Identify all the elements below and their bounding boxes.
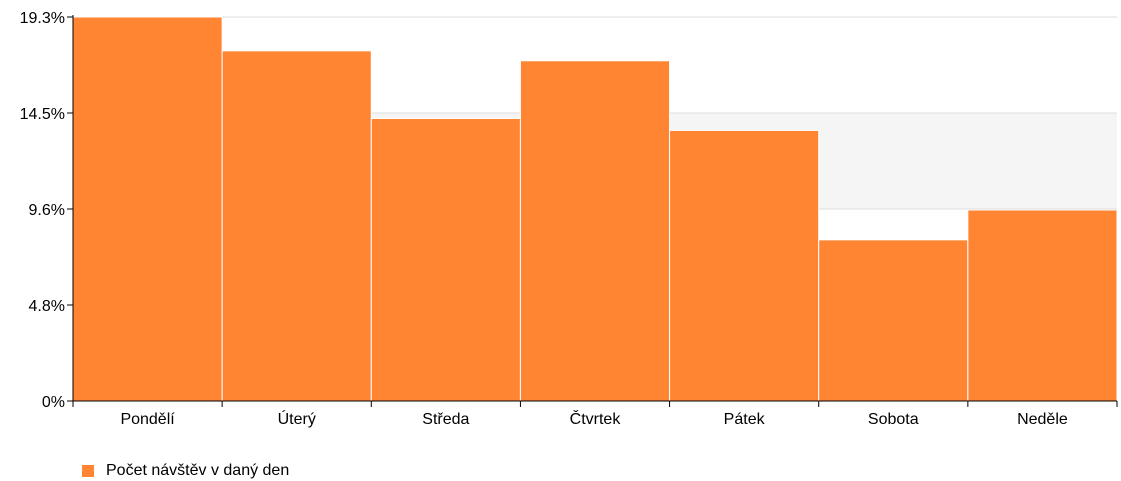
y-tick-label: 4.8% [29, 298, 65, 315]
bar-4 [519, 60, 671, 402]
y-tick-label: 0% [42, 394, 65, 411]
bar-2 [221, 50, 372, 402]
y-tick-label: 19.3% [20, 10, 65, 27]
bar-3 [370, 117, 521, 402]
bar-1 [72, 16, 223, 402]
axes [67, 15, 1118, 407]
bar-6 [818, 239, 969, 402]
x-tick-label: Neděle [1017, 411, 1068, 428]
bar-5 [669, 129, 820, 402]
legend: Počet návštěv v daný den [82, 461, 289, 481]
tick-labels: 0% 4.8% 9.6% 14.5% 19.3% Pondělí Úterý Středa Čt… [20, 10, 1068, 428]
legend-label: Počet návštěv v daný den [106, 462, 290, 479]
legend-swatch [82, 465, 94, 477]
x-tick-label: Čtvrtek [570, 409, 622, 428]
x-tick-label: Úterý [278, 409, 316, 428]
x-tick-label: Pondělí [120, 411, 175, 428]
y-tick-label: 14.5% [20, 106, 65, 123]
x-tick-label: Sobota [868, 411, 919, 428]
x-tick-label: Středa [422, 411, 469, 428]
x-tick-label: Pátek [724, 411, 766, 428]
y-tick-label: 9.6% [29, 202, 65, 219]
bar-7 [967, 209, 1118, 402]
bar-chart: 0% 4.8% 9.6% 14.5% 19.3% Pondělí Úterý Středa Čt… [20, 10, 1118, 428]
bars [72, 16, 1118, 402]
